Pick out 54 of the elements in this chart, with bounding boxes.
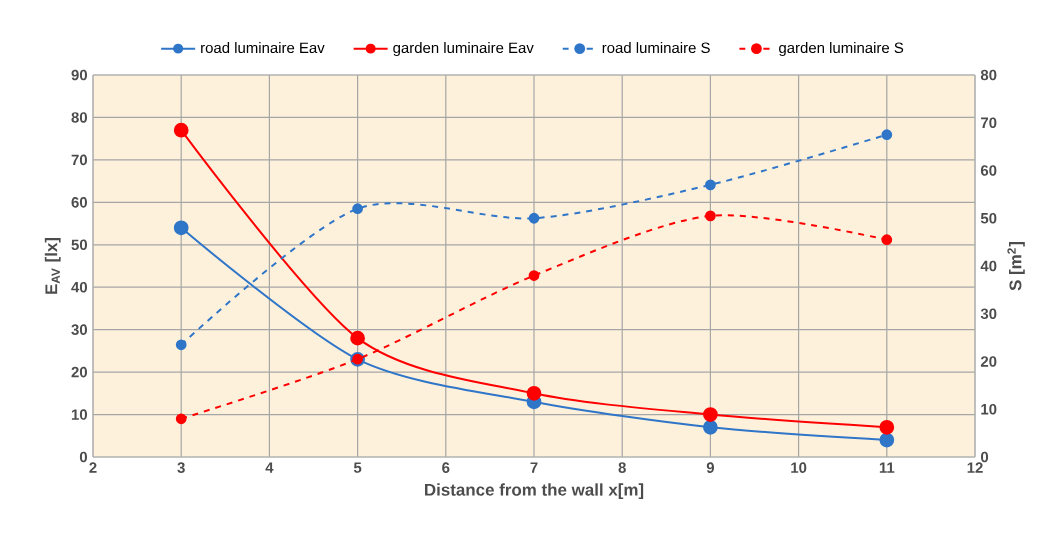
x-tick-label: 2 — [89, 462, 97, 473]
point — [528, 212, 540, 224]
y2-axis-title: S [m$^{2}$] — [1007, 241, 1025, 291]
y-tick-label: 80 — [71, 112, 87, 123]
y2-tick-label: 80 — [980, 69, 997, 81]
point — [879, 419, 895, 435]
point — [705, 210, 716, 222]
x-tick-label: 4 — [265, 462, 274, 473]
x-tick-label: 3 — [177, 462, 185, 473]
x-tick-label: 6 — [442, 462, 450, 473]
y2-tick-label: 0 — [980, 451, 989, 463]
x-tick-label: 11 — [879, 462, 895, 473]
y-tick-label: 0 — [79, 451, 87, 463]
y-tick-label: 50 — [71, 239, 87, 251]
y-axis-title: E$_{AV}$ [lx] — [44, 237, 61, 294]
point — [352, 203, 363, 215]
y-tick-label: 10 — [71, 409, 87, 420]
point — [173, 220, 189, 236]
x-axis-title: Distance from the wall x[m] — [425, 483, 644, 500]
x-tick-label: 7 — [530, 462, 538, 473]
x-tick-label: 8 — [618, 462, 626, 473]
point — [705, 179, 716, 191]
x-tick-label: 5 — [353, 462, 362, 473]
point — [881, 129, 893, 141]
point — [175, 339, 187, 351]
y-tick-label: 40 — [71, 281, 87, 293]
y2-tick-label: 50 — [980, 212, 997, 224]
y-tick-label: 60 — [71, 197, 87, 208]
y2-tick-label: 70 — [981, 117, 997, 129]
x-tick-label: 12 — [967, 462, 983, 473]
legend-label: garden luminaire S — [779, 42, 904, 57]
y-tick-label: 70 — [71, 154, 87, 166]
x-tick-label: 10 — [791, 462, 807, 473]
y2-tick-label: 20 — [980, 356, 997, 367]
legend-label: garden luminaire Eav — [393, 42, 534, 57]
x-tick-label: 9 — [706, 462, 714, 473]
point — [175, 413, 187, 425]
y2-tick-label: 40 — [980, 260, 997, 272]
point — [528, 270, 540, 281]
point — [173, 122, 189, 138]
point — [703, 407, 718, 422]
y-tick-label: 90 — [71, 69, 87, 81]
point — [879, 432, 895, 448]
point — [703, 419, 718, 435]
legend-label: road luminaire S — [602, 42, 710, 54]
y2-tick-label: 60 — [980, 165, 997, 176]
point — [881, 234, 893, 246]
y2-tick-label: 30 — [980, 308, 997, 320]
y-tick-label: 20 — [71, 366, 87, 378]
legend-label: road luminaire Eav — [201, 42, 325, 54]
y-tick-label: 30 — [71, 324, 87, 335]
point — [350, 330, 365, 346]
point — [526, 385, 542, 401]
y2-tick-label: 10 — [981, 403, 997, 415]
